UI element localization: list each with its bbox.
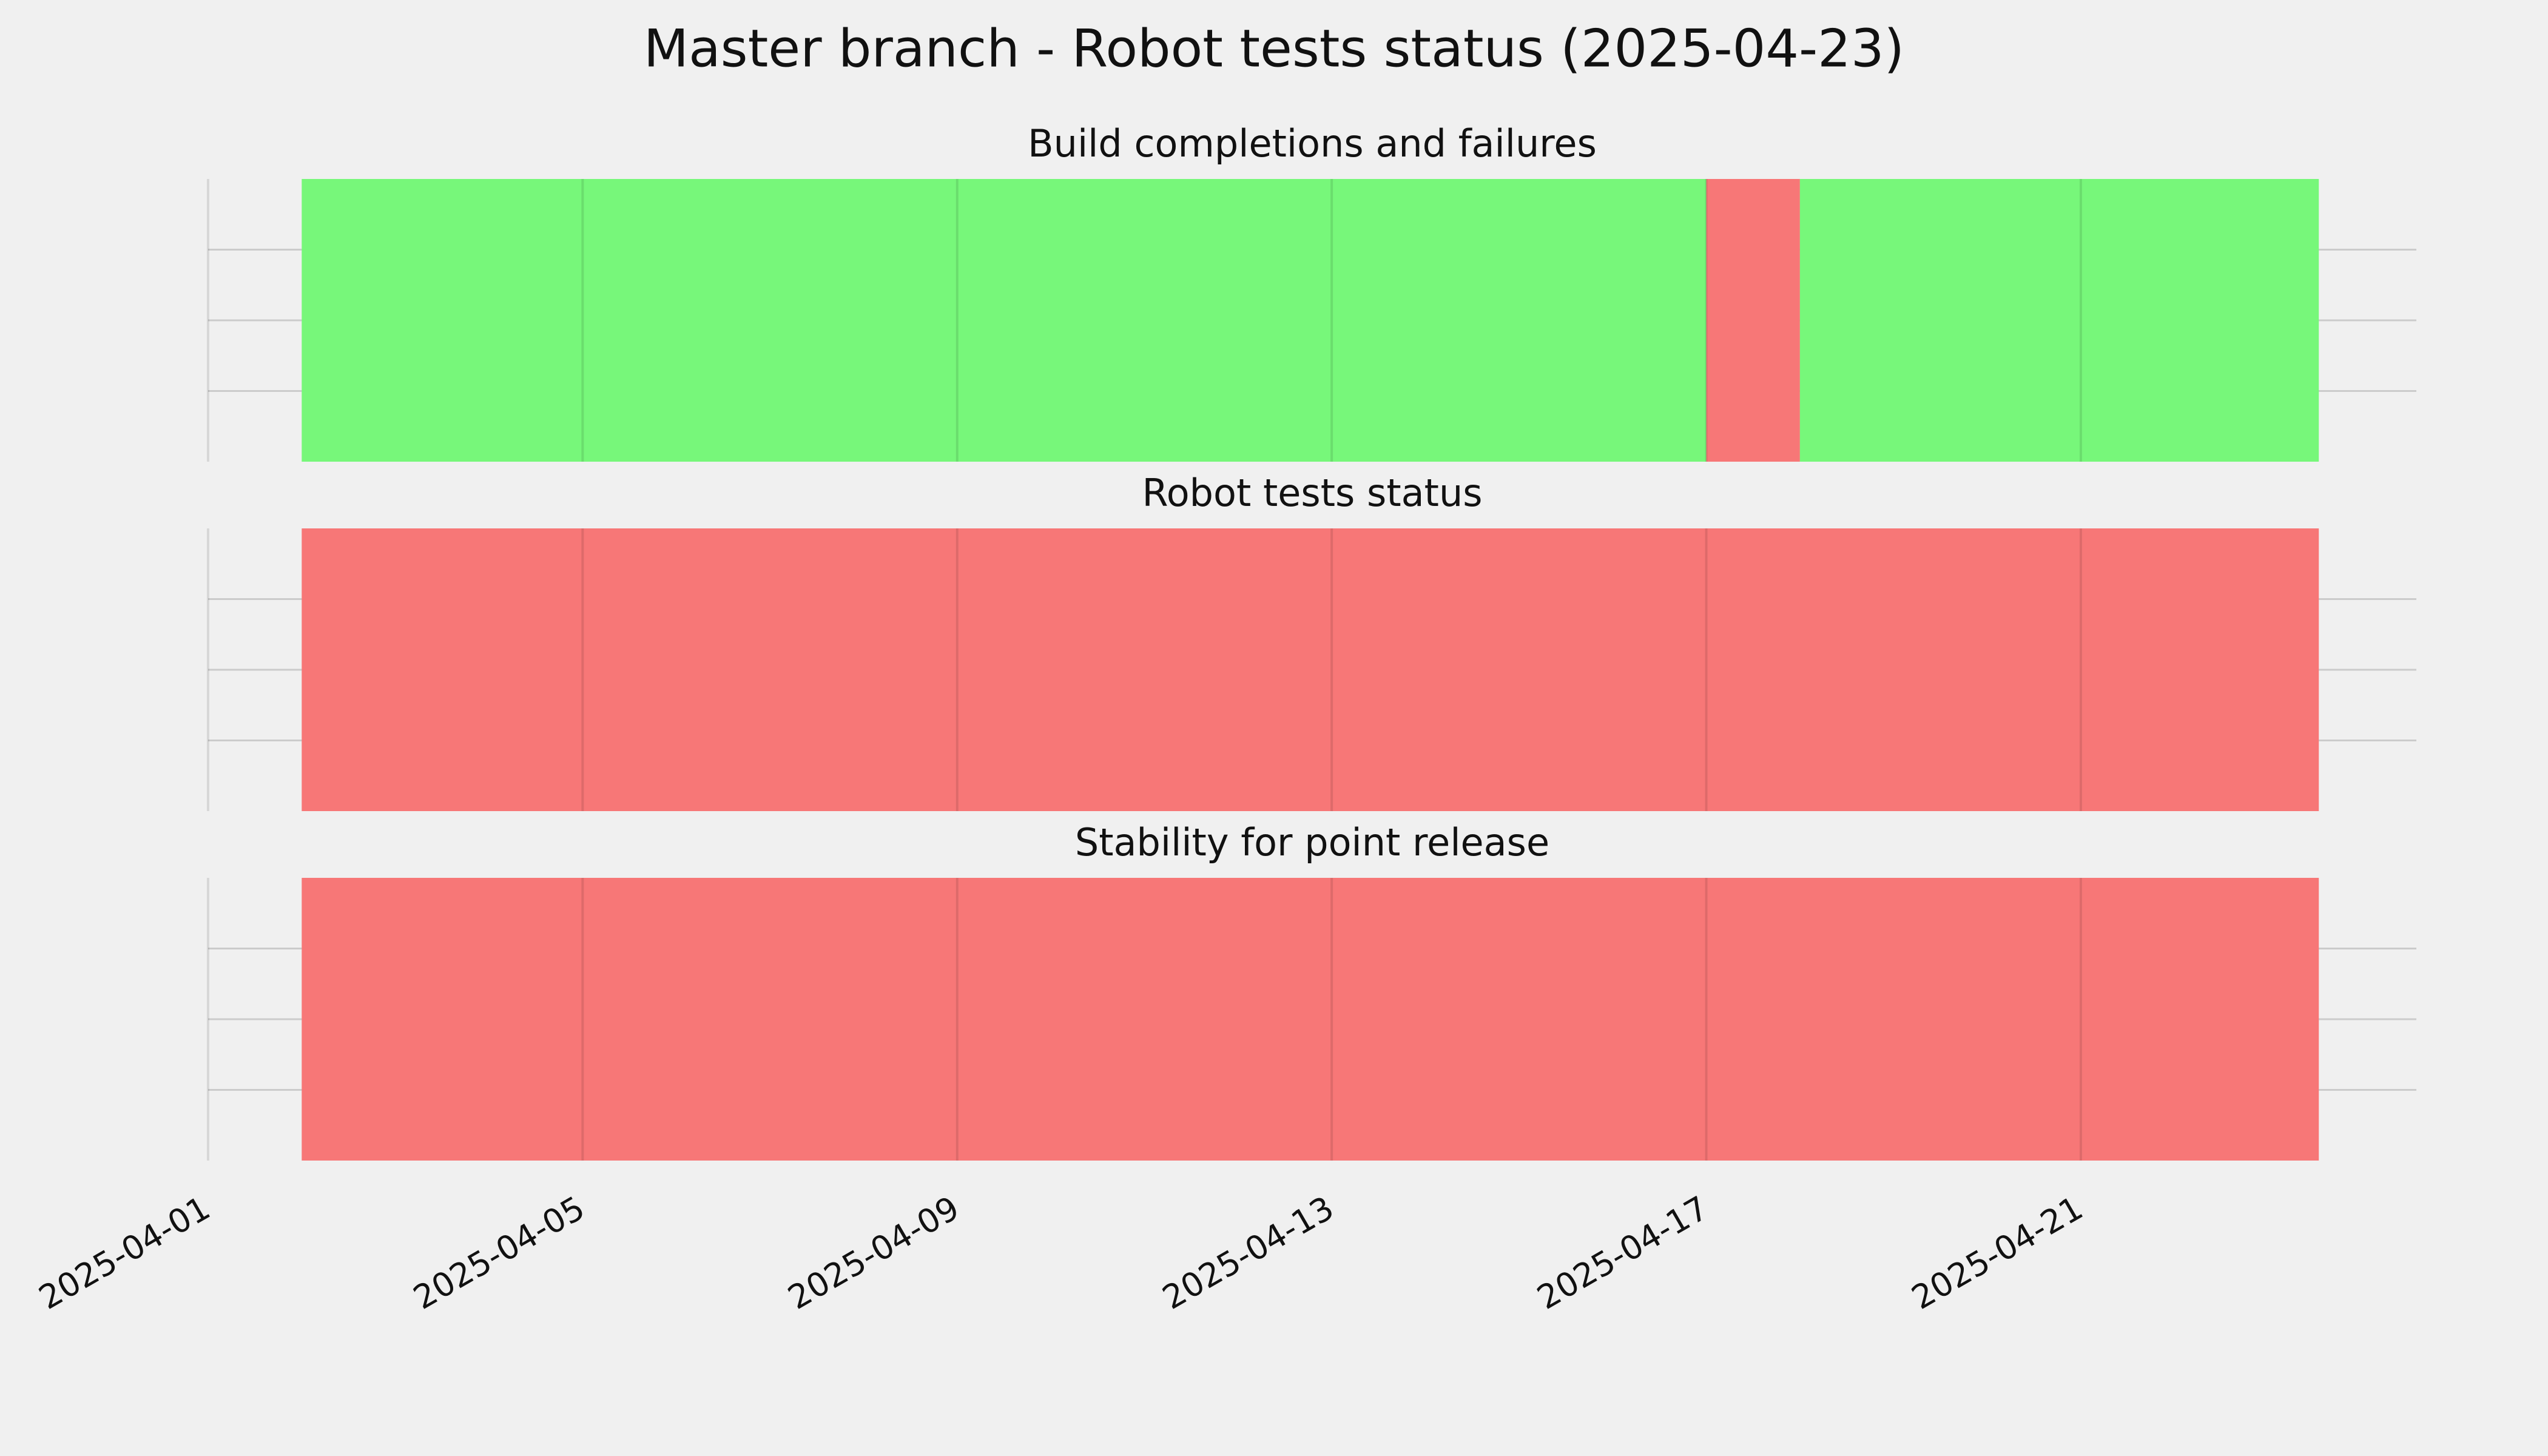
status-span xyxy=(302,528,2319,811)
subplot-title: Stability for point release xyxy=(1075,820,1549,864)
subplot-title: Build completions and failures xyxy=(1028,121,1597,166)
chart-title: Master branch - Robot tests status (2025… xyxy=(644,18,1904,79)
status-span xyxy=(1706,179,1800,462)
status-span xyxy=(302,179,1707,462)
status-span xyxy=(1799,179,2319,462)
subplot-title: Robot tests status xyxy=(1142,471,1482,515)
status-span xyxy=(302,878,2319,1161)
